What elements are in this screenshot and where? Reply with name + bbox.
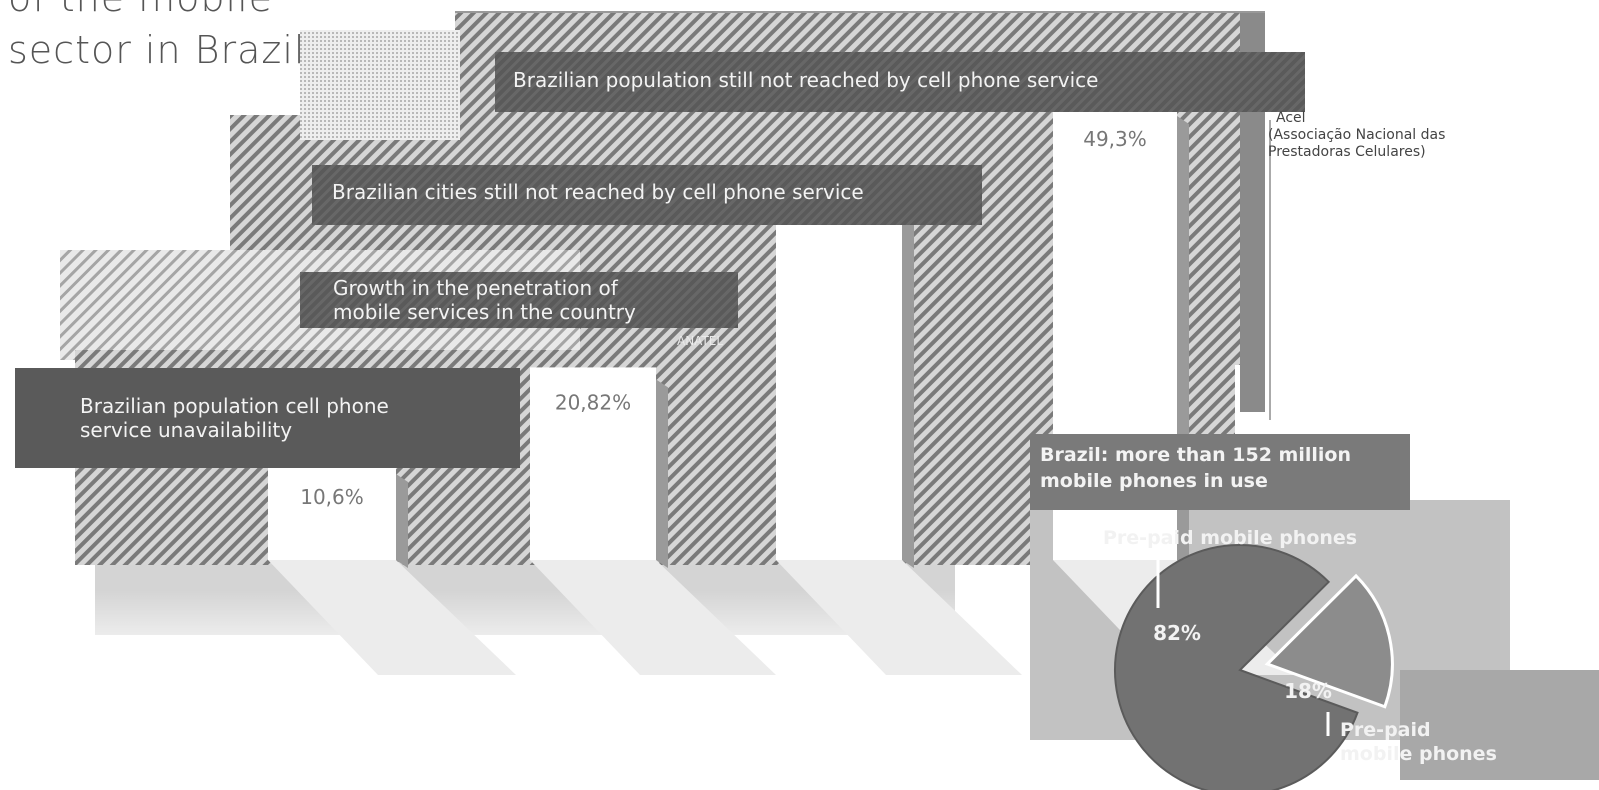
category-label-1-line-1: Brazilian population cell phone [80,394,389,418]
pie-value-label-82: 82% [1153,621,1201,645]
pie-label-prepaid-slice-text: Pre-paid mobile phones [1340,719,1497,765]
category-banner-3: Brazilian cities still not reached by ce… [312,165,982,225]
bar-shadow [776,560,1022,675]
pie-backdrop-right [1400,670,1599,780]
bar-side [902,192,914,568]
bar-value-label-1: 10,6% [300,485,364,509]
pie-layer: 82% 18% [1114,544,1394,790]
category-label-1-line-2: service unavailability [80,418,293,442]
backdrop-fade [60,590,960,670]
source-acel-line-3: Prestadoras Celulares) [1268,144,1426,160]
source-acel-line-2: (Associação Nacional das [1268,127,1446,143]
category-banner-2: Growth in the penetration of mobile serv… [300,272,738,328]
bar-3 [776,180,902,560]
pie-label-prepaid-main: Pre-paid mobile phones [1103,527,1358,549]
category-label-3: Brazilian cities still not reached by ce… [332,180,864,204]
bar-value-label-2: 20,82% [555,390,631,414]
pie-slice-82 [1114,544,1359,790]
pie-label-prepaid-slice: Pre-paid mobile phones [1340,718,1500,766]
source-acel: Acel (Associação Nacional das Prestadora… [1268,110,1445,161]
title-line-2: sector in Brazil [8,28,306,72]
pie-slice-18 [1264,573,1394,709]
bar-side [396,473,408,568]
bar-shadow [268,560,516,675]
category-banner-1: Brazilian population cell phone service … [15,368,520,468]
bar-shadow [530,560,776,675]
bar-value-label-4: 49,3% [1083,127,1147,151]
bar-1 [268,461,396,560]
bar-2 [530,367,656,560]
pie-header: Brazil: more than 152 million mobile pho… [1030,434,1410,510]
category-label-4: Brazilian population still not reached b… [513,68,1099,92]
source-acel-line-1: Acel [1276,110,1306,126]
category-banner-4: Brazilian population still not reached b… [495,52,1305,112]
backdrop-grid [300,30,460,140]
pie-header-line-2: mobile phones in use [1040,470,1268,492]
pie-header-line-1: Brazil: more than 152 million [1040,444,1351,466]
category-label-2-line-1: Growth in the penetration of [333,276,618,300]
source-anatel: ANATEL [677,334,724,348]
title-line-1: of the mobile [8,0,273,20]
pie-value-label-18: 18% [1284,679,1332,703]
category-label-2-line-2: mobile services in the country [333,300,636,324]
bar-side [656,379,668,568]
